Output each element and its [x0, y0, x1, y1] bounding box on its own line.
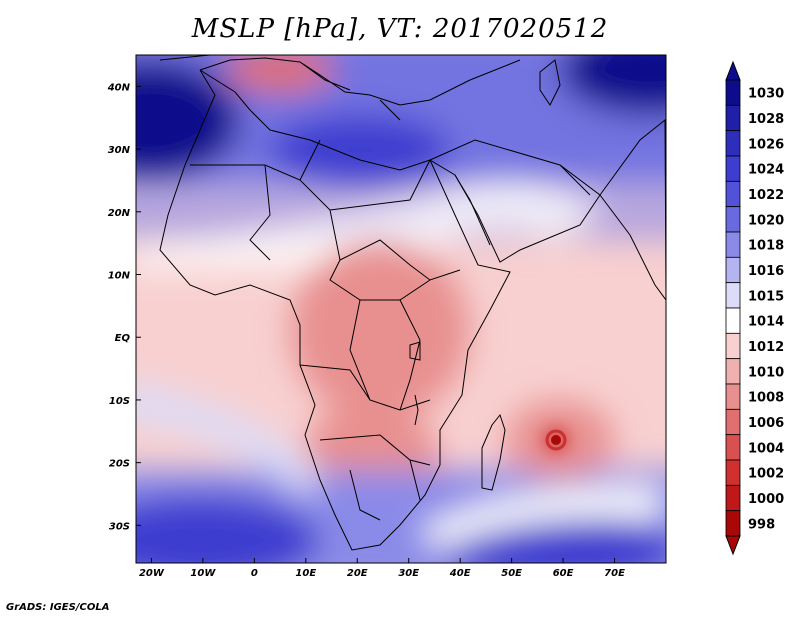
colorbar-swatch: [725, 79, 741, 106]
colorbar-swatch: [725, 434, 741, 461]
colorbar-min-arrow: [725, 535, 741, 556]
colorbar-label: 1030: [748, 87, 784, 102]
pressure-field: [136, 55, 666, 563]
lon-tick-label: 10E: [295, 568, 316, 579]
colorbar-label: 1010: [748, 365, 784, 380]
colorbar-label: 1026: [748, 137, 784, 152]
colorbar-swatch: [725, 180, 741, 208]
map-frame: [135, 54, 667, 564]
map-title: MSLP [hPa], VT: 2017020512: [191, 14, 609, 44]
lat-tick-label: 30N: [108, 145, 131, 156]
lat-tick-label: 10S: [109, 396, 130, 407]
colorbar-swatch: [725, 383, 741, 410]
colorbar-swatch: [725, 332, 741, 360]
colorbar-label: 1022: [748, 188, 784, 203]
colorbar-label: 1004: [748, 441, 784, 456]
colorbar-label: 1020: [748, 213, 784, 228]
colorbar-label: 1018: [748, 239, 784, 254]
colorbar-label: 1000: [748, 492, 784, 507]
lon-tick-label: 10W: [190, 568, 216, 579]
grads-credit: GrADS: IGES/COLA: [6, 602, 110, 613]
lon-tick-label: 0: [251, 568, 258, 579]
colorbar-swatch: [725, 282, 741, 309]
lat-tick-label: EQ: [115, 333, 131, 344]
colorbar-swatch: [725, 510, 741, 537]
colorbar-swatch: [725, 104, 741, 132]
lon-tick-label: 60E: [553, 568, 574, 579]
lon-tick-label: 40E: [449, 568, 471, 579]
colorbar-label: 1016: [748, 264, 784, 279]
lat-tick-label: 40N: [107, 82, 131, 93]
colorbar-label: 1008: [748, 391, 784, 406]
colorbar-swatch: [725, 459, 741, 486]
colorbar-swatch: [725, 231, 741, 258]
colorbar-swatch: [725, 408, 741, 436]
lat-tick-label: 10N: [108, 271, 131, 282]
colorbar-swatch: [725, 307, 741, 334]
coastlines: [159, 55, 666, 551]
colorbar-swatch: [725, 155, 741, 182]
colorbar-label: 1028: [748, 112, 784, 127]
lon-tick-label: 20W: [139, 568, 165, 579]
lon-tick-label: 70E: [604, 568, 625, 579]
colorbar-swatch: [725, 358, 741, 385]
colorbar-swatch: [725, 256, 741, 284]
lon-tick-label: 30E: [398, 568, 419, 579]
lon-tick-label: 20E: [347, 568, 368, 579]
colorbar-swatch: [725, 130, 741, 157]
colorbar-swatch: [725, 206, 741, 233]
lat-tick-label: 20N: [108, 208, 131, 219]
colorbar-max-arrow: [725, 60, 741, 81]
colorbar-label: 1006: [748, 416, 784, 431]
colorbar-label: 1002: [748, 467, 784, 482]
lat-tick-label: 20S: [109, 459, 130, 470]
colorbar-label: 1015: [748, 289, 784, 304]
colorbar-label: 998: [748, 517, 775, 532]
lon-tick-label: 50E: [501, 568, 522, 579]
colorbar: 1030 1028 1026 1024 1022 1020 1018 1016 1015 1014…: [725, 60, 784, 556]
colorbar-swatch: [725, 484, 741, 512]
axis-ticks: 40N 30N 20N 10N EQ 10S 20S 30S 20W 10W 0 10E 20E 30E 4…: [107, 82, 625, 579]
colorbar-label: 1024: [748, 163, 784, 178]
colorbar-label: 1012: [748, 340, 784, 355]
colorbar-label: 1014: [748, 315, 784, 330]
lat-tick-label: 30S: [109, 521, 130, 532]
